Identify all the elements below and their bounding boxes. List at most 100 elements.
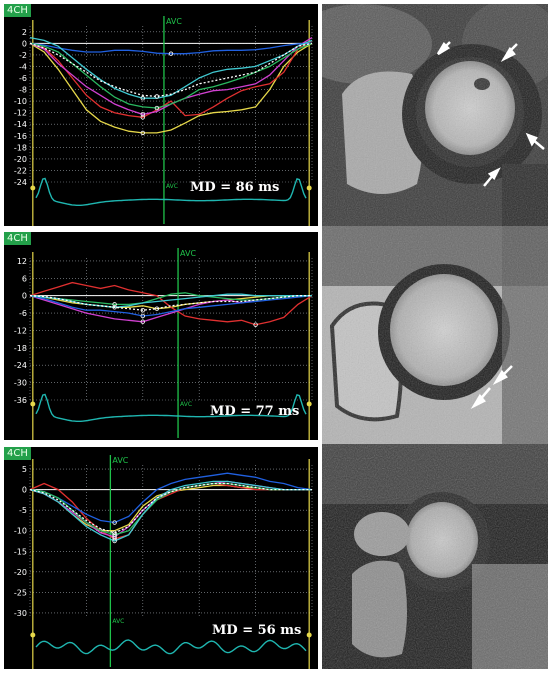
view-badge: 4CH <box>4 4 31 17</box>
y-tick-label: -2 <box>19 51 27 60</box>
y-tick-label: -12 <box>14 326 27 335</box>
peak-marker <box>112 302 117 307</box>
mri-short-axis-image-3 <box>322 444 548 669</box>
avc-label-lower: AVC <box>166 183 178 190</box>
arrow-markers <box>470 365 513 410</box>
strain-series-line-2 <box>29 39 313 118</box>
strain-series-line-4 <box>29 295 313 317</box>
y-tick-label: 5 <box>22 465 27 474</box>
peak-marker <box>112 530 117 535</box>
ecg-trace <box>35 177 307 206</box>
strain-series-line-1 <box>29 42 313 134</box>
y-tick-label: -15 <box>14 547 27 556</box>
strain-series-line-6 <box>29 480 312 542</box>
frame-marker-dot <box>30 401 36 407</box>
md-annotation: MD = 77 ms <box>210 404 300 419</box>
strain-series-line-5 <box>29 482 312 536</box>
strain-series-line-6 <box>29 36 313 99</box>
y-tick-label: 2 <box>22 28 27 37</box>
view-badge: 4CH <box>4 232 31 245</box>
y-tick-label: -20 <box>14 155 27 164</box>
y-tick-label: -36 <box>14 396 27 405</box>
strain-chart-1: 2 0 -2 -4 -6 -8 -10 -12 -14 -16 -18 -20 -22 -24 AVC AVC <box>14 16 313 226</box>
frame-marker-dot <box>306 632 312 638</box>
y-tick-label: -24 <box>14 361 27 370</box>
ecg-trace <box>35 393 307 422</box>
md-annotation: MD = 86 ms <box>190 180 280 195</box>
strain-chart-panel-2: 12 6 0 -6 -12 -18 -24 -30 -36 AVC AVC 4CH MD = 77 … <box>4 232 318 440</box>
y-tick-label: 0 <box>22 292 27 301</box>
y-tick-label: -5 <box>19 506 27 515</box>
y-tick-label: -18 <box>14 143 27 152</box>
y-tick-label: -6 <box>19 74 27 83</box>
strain-chart-2: 12 6 0 -6 -12 -18 -24 -30 -36 AVC AVC <box>14 248 313 440</box>
frame-marker-dot <box>306 185 312 191</box>
y-tick-label: -8 <box>19 86 27 95</box>
frame-marker-dot <box>30 632 36 638</box>
mri-image-2 <box>322 226 548 444</box>
peak-marker <box>154 105 160 111</box>
strain-series-line-5 <box>29 42 313 109</box>
md-annotation: MD = 56 ms <box>212 623 302 638</box>
y-tick-label: -16 <box>14 132 27 141</box>
mri-short-axis-image-2 <box>322 226 548 444</box>
peak-marker <box>140 96 145 101</box>
frame-marker-dot <box>30 185 36 191</box>
view-badge: 4CH <box>4 447 31 460</box>
strain-series-line-7 <box>29 295 312 311</box>
y-tick-label: -24 <box>14 178 27 187</box>
y-tick-label: 0 <box>22 39 27 48</box>
strain-chart-panel-1: 2 0 -2 -4 -6 -8 -10 -12 -14 -16 -18 -20 -22 -24 AVC AVC… <box>4 4 318 226</box>
y-tick-label: -10 <box>14 527 27 536</box>
peak-marker <box>112 305 117 310</box>
y-tick-label: -14 <box>14 120 27 129</box>
strain-series-line-2 <box>29 281 313 326</box>
grid <box>29 258 313 401</box>
y-tick-label: -12 <box>14 109 27 118</box>
peak-marker <box>140 130 145 136</box>
y-tick-label: -30 <box>14 379 27 388</box>
avc-label-lower: AVC <box>180 401 192 408</box>
ecg-trace <box>35 639 307 655</box>
y-tick-label: 12 <box>17 257 27 266</box>
avc-label: AVC <box>112 456 128 465</box>
y-tick-label: 0 <box>22 486 27 495</box>
avc-label: AVC <box>180 249 196 258</box>
strain-chart-3: 5 0 -5 -10 -15 -20 -25 -30 AVC AVC <box>14 455 313 669</box>
mri-image-3 <box>322 444 548 669</box>
strain-series-line-3 <box>29 37 313 116</box>
strain-series-line-7 <box>29 42 313 98</box>
y-tick-label: -10 <box>14 97 27 106</box>
y-tick-label: 6 <box>22 274 27 283</box>
strain-series-line-4 <box>29 472 313 524</box>
y-tick-label: -25 <box>14 588 27 597</box>
strain-series-line-7 <box>29 482 312 534</box>
y-tick-label: -18 <box>14 344 27 353</box>
strain-series-line-2 <box>29 482 312 540</box>
avc-label: AVC <box>166 17 182 26</box>
arrow-markers <box>436 41 545 187</box>
peak-marker <box>112 520 117 525</box>
peak-marker <box>140 319 145 324</box>
strain-chart-panel-3: 5 0 -5 -10 -15 -20 -25 -30 AVC AVC 4CH MD = 56 ms <box>4 447 318 669</box>
y-tick-label: -22 <box>14 166 27 175</box>
y-tick-label: -6 <box>19 309 27 318</box>
peak-marker <box>253 322 258 327</box>
peak-marker <box>154 94 160 99</box>
peak-marker <box>112 538 117 544</box>
peak-marker <box>140 307 145 313</box>
strain-series-line-4 <box>29 42 313 55</box>
frame-marker-dot <box>306 401 312 407</box>
avc-label-lower: AVC <box>112 618 124 625</box>
y-tick-label: -30 <box>14 609 27 618</box>
peak-marker <box>140 313 145 319</box>
peak-marker <box>140 112 145 117</box>
mri-short-axis-image-1 <box>322 4 548 226</box>
grid <box>29 26 313 183</box>
y-tick-label: -20 <box>14 568 27 577</box>
mri-image-1 <box>322 4 548 226</box>
strain-series-line-6 <box>29 293 312 308</box>
peak-marker <box>140 115 145 120</box>
peak-marker <box>168 51 174 56</box>
y-tick-label: -4 <box>19 62 27 71</box>
